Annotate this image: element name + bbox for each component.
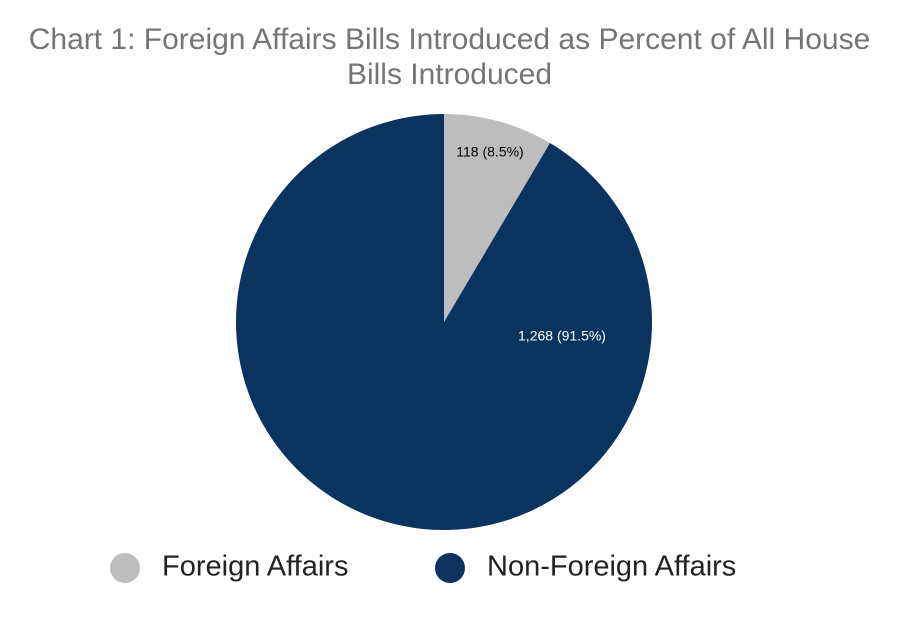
legend-label: Foreign Affairs [162, 551, 348, 583]
chart-title: Chart 1: Foreign Affairs Bills Introduce… [28, 23, 871, 91]
pie-slice [236, 114, 652, 530]
pie-slice [444, 114, 551, 322]
legend-label: Non-Foreign Affairs [487, 551, 736, 583]
data-label: 118 (8.5%) [456, 144, 523, 160]
legend-swatch [110, 553, 140, 583]
legend-swatch [435, 553, 465, 583]
data-label: 1,268 (91.5%) [518, 328, 606, 344]
